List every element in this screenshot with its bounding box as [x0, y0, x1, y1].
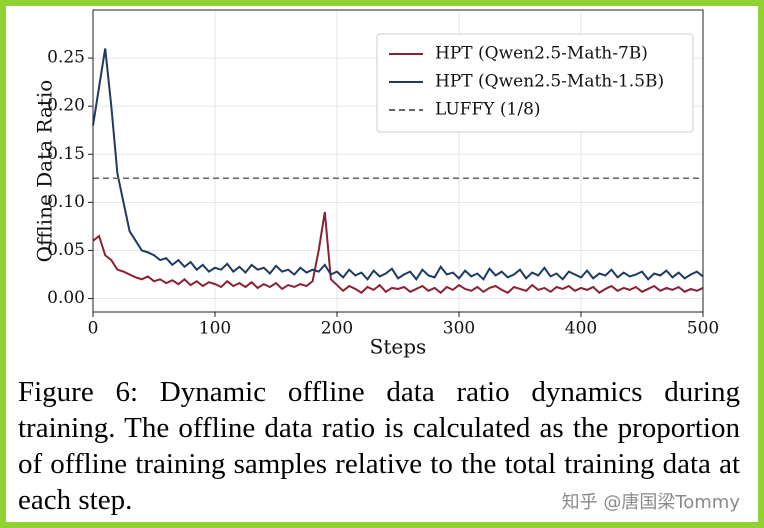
- y-tick-label: 0.25: [47, 48, 85, 68]
- x-tick-label: 300: [443, 319, 475, 339]
- x-tick-label: 400: [565, 319, 597, 339]
- legend-label: LUFFY (1/8): [435, 100, 541, 120]
- series-line: [92, 211, 704, 295]
- x-axis-label: Steps: [370, 335, 427, 359]
- x-tick-label: 100: [199, 319, 231, 339]
- legend-label: HPT (Qwen2.5-Math-7B): [435, 44, 648, 64]
- y-tick-label: 0.10: [47, 192, 85, 212]
- chart: Offline Data Ratio Steps 0.00 0.05 0.10 0.1…: [33, 9, 719, 359]
- y-tick-label: 0.00: [47, 288, 85, 308]
- legend-label: HPT (Qwen2.5-Math-1.5B): [435, 72, 664, 92]
- y-tick-label: 0.20: [47, 96, 85, 116]
- y-tick-label: 0.15: [47, 144, 85, 164]
- y-axis-label: Offline Data Ratio: [33, 80, 57, 263]
- x-tick-label: 0: [88, 319, 99, 339]
- plot-frame: [92, 9, 704, 313]
- y-tick-label: 0.05: [47, 240, 85, 260]
- series-line: [92, 48, 704, 282]
- x-tick-label: 500: [687, 319, 719, 339]
- watermark: 知乎 @唐国梁Tommy: [561, 492, 740, 513]
- legend-box: [376, 33, 694, 133]
- x-tick-label: 200: [321, 319, 353, 339]
- figure-caption: Figure 6: Dynamic offline data ratio dyn…: [18, 376, 740, 516]
